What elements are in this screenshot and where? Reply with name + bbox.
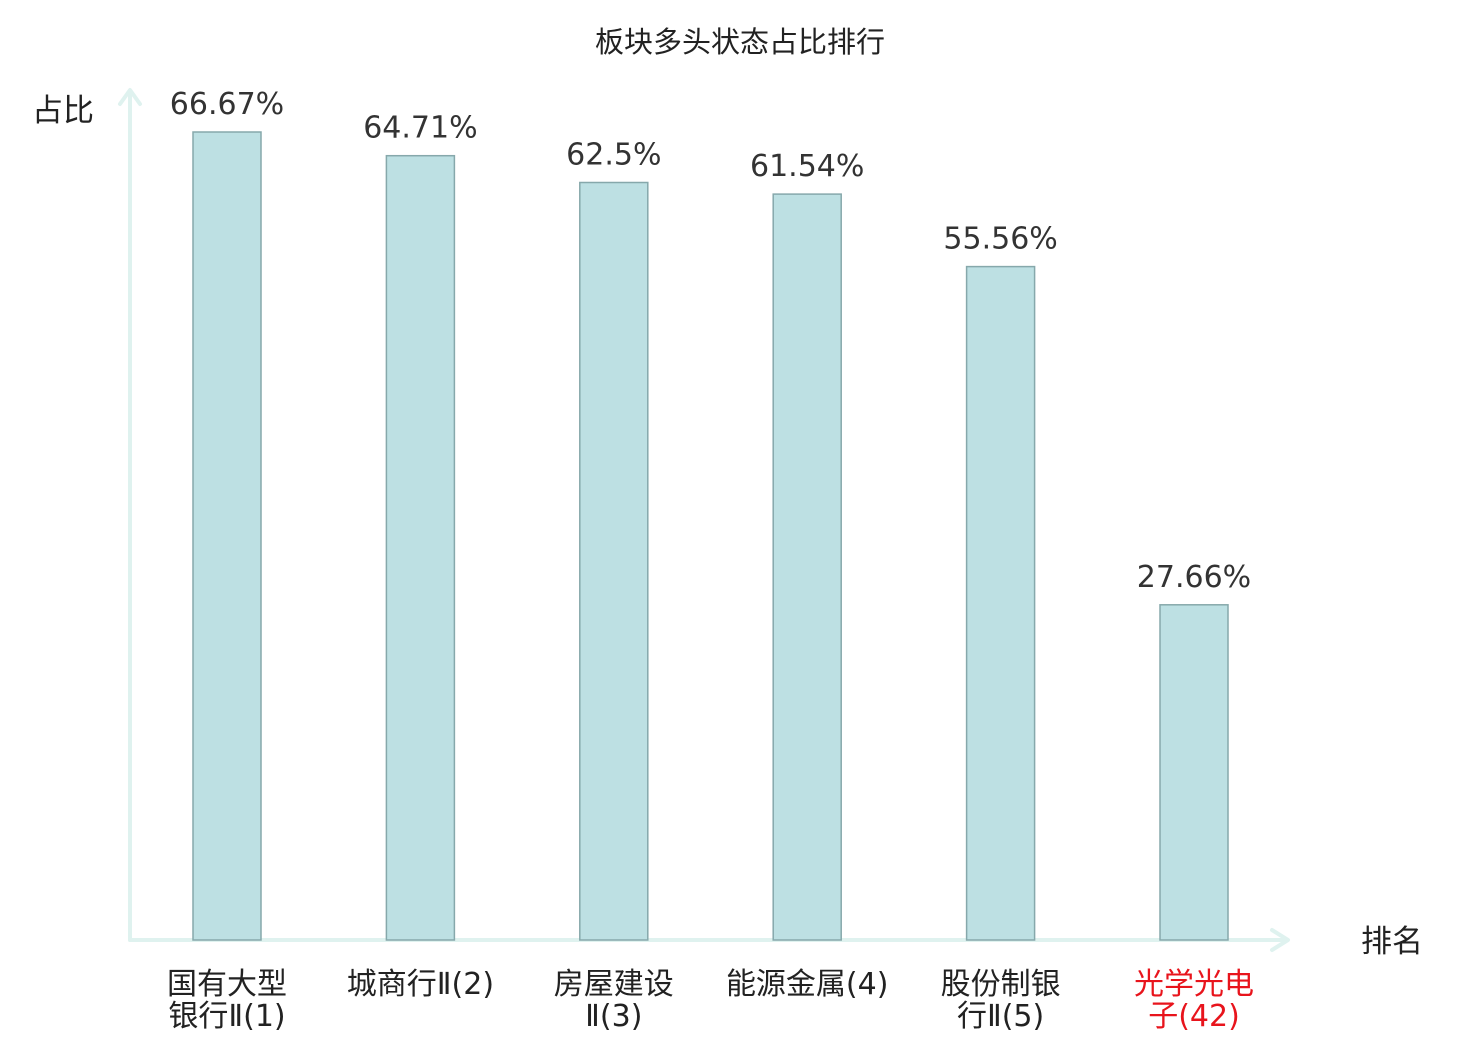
bar-group bbox=[192, 131, 1229, 941]
category-label: 光学光电 bbox=[1134, 967, 1254, 1002]
category-label: 房屋建设 bbox=[554, 967, 674, 1002]
category-label: 行Ⅱ(5) bbox=[957, 999, 1044, 1034]
axes bbox=[118, 88, 1290, 952]
bar bbox=[579, 181, 649, 941]
value-label: 27.66% bbox=[1137, 560, 1251, 595]
category-label: 子(42) bbox=[1148, 999, 1240, 1034]
bar bbox=[772, 193, 842, 941]
category-label: 国有大型 bbox=[167, 967, 287, 1002]
category-label: 银行Ⅱ(1) bbox=[168, 999, 285, 1034]
y-axis-arrow bbox=[118, 88, 142, 106]
value-label: 66.67% bbox=[170, 87, 284, 122]
bar bbox=[192, 131, 262, 941]
bar bbox=[1159, 604, 1229, 941]
value-label-group: 66.67% 64.71% 62.5% 61.54% 55.56% 27.66% bbox=[170, 87, 1251, 595]
category-label: 城商行Ⅱ(2) bbox=[347, 967, 494, 1002]
chart-title: 板块多头状态占比排行 bbox=[595, 25, 885, 59]
x-axis-label: 排名 bbox=[1361, 924, 1423, 960]
value-label: 61.54% bbox=[750, 149, 864, 184]
value-label: 62.5% bbox=[566, 138, 661, 173]
value-label: 55.56% bbox=[943, 222, 1057, 257]
bar bbox=[385, 154, 456, 941]
x-axis-arrow bbox=[1270, 928, 1290, 952]
bar bbox=[965, 265, 1036, 941]
value-label: 64.71% bbox=[363, 111, 477, 146]
category-label: Ⅱ(3) bbox=[585, 999, 642, 1034]
category-label: 股份制银 bbox=[941, 967, 1061, 1002]
category-label: 能源金属(4) bbox=[726, 967, 889, 1002]
y-axis-label: 占比 bbox=[32, 93, 94, 129]
